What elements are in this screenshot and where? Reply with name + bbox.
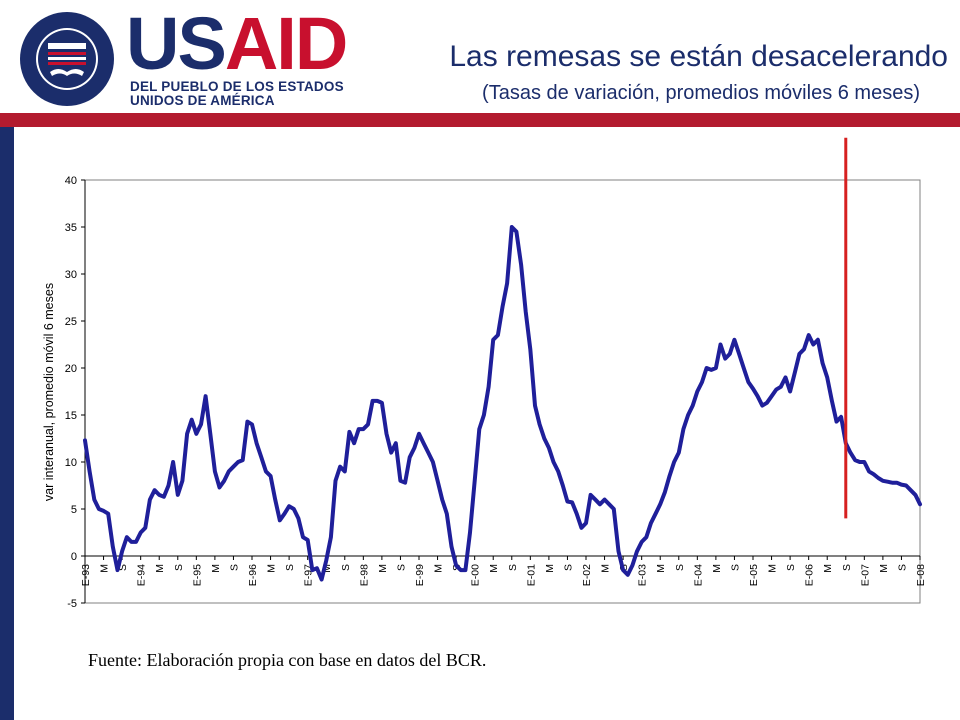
usaid-logo: USAID DEL PUEBLO DE LOS ESTADOS UNIDOS D…	[18, 4, 348, 108]
y-tick-label: 25	[65, 316, 77, 328]
y-tick-label: 20	[65, 363, 77, 375]
x-tick-label: E-96	[247, 564, 259, 586]
x-tick-label: M	[154, 564, 166, 573]
y-tick-label: 35	[65, 222, 77, 234]
x-tick-label: M	[544, 564, 556, 573]
page-subtitle: (Tasas de variación, promedios móviles 6…	[482, 82, 920, 104]
x-tick-label: S	[340, 564, 352, 571]
x-tick-label: S	[228, 564, 240, 571]
y-tick-label: 0	[71, 551, 77, 563]
x-tick-label: M	[433, 564, 445, 573]
page-title: Las remesas se están desacelerando	[449, 40, 948, 73]
plot-area-border	[84, 179, 921, 604]
x-tick-label: E-05	[748, 564, 760, 586]
usaid-seal-icon	[20, 12, 114, 106]
x-tick-label: M	[822, 564, 834, 573]
y-tick-label: 15	[65, 410, 77, 422]
x-tick-label: S	[117, 564, 129, 571]
x-tick-label: M	[600, 564, 612, 573]
remittance-growth-series	[83, 225, 922, 582]
x-tick-label: E-08	[915, 564, 927, 586]
x-tick-label: S	[173, 564, 185, 571]
x-tick-label: S	[729, 564, 741, 571]
x-tick-label: E-00	[470, 564, 482, 586]
y-axis-label: var interanual, promedio móvil 6 meses	[42, 283, 56, 501]
x-tick-label: S	[785, 564, 797, 571]
x-tick-label: M	[711, 564, 723, 573]
x-tick-label: S	[896, 564, 908, 571]
x-tick-label: M	[377, 564, 389, 573]
x-tick-label: E-98	[358, 564, 370, 586]
source-note: Fuente: Elaboración propia con base en d…	[88, 650, 487, 670]
y-tick-label: 10	[65, 457, 77, 469]
x-tick-label: E-93	[80, 564, 92, 586]
x-tick-label: M	[99, 564, 111, 573]
y-tick-label: -5	[67, 598, 77, 610]
usaid-wordmark: USAID	[126, 2, 348, 85]
x-tick-label: M	[488, 564, 500, 573]
x-tick-label: E-01	[525, 564, 537, 586]
x-tick-label: E-03	[637, 564, 649, 586]
x-tick-label: E-94	[136, 564, 148, 586]
x-tick-label: E-07	[859, 564, 871, 586]
x-tick-label: E-99	[414, 564, 426, 586]
x-tick-label: E-04	[692, 564, 704, 586]
x-tick-label: M	[878, 564, 890, 573]
x-tick-label: S	[674, 564, 686, 571]
x-tick-label: M	[266, 564, 278, 573]
x-tick-label: M	[210, 564, 222, 573]
left-accent-bar	[0, 127, 14, 720]
x-tick-label: E-06	[804, 564, 816, 586]
y-tick-label: 30	[65, 269, 77, 281]
x-tick-label: S	[395, 564, 407, 571]
x-tick-label: S	[841, 564, 853, 571]
x-tick-label: M	[655, 564, 667, 573]
usaid-tagline: DEL PUEBLO DE LOS ESTADOS UNIDOS DE AMÉR…	[130, 79, 344, 108]
x-tick-label: E-95	[191, 564, 203, 586]
x-tick-label: M	[767, 564, 779, 573]
y-tick-label: 5	[71, 504, 77, 516]
header-rule	[0, 113, 960, 127]
x-tick-label: S	[284, 564, 296, 571]
x-tick-label: S	[562, 564, 574, 571]
x-tick-label: E-02	[581, 564, 593, 586]
y-tick-label: 40	[65, 175, 77, 187]
x-tick-label: M	[321, 564, 333, 573]
x-tick-label: S	[507, 564, 519, 571]
